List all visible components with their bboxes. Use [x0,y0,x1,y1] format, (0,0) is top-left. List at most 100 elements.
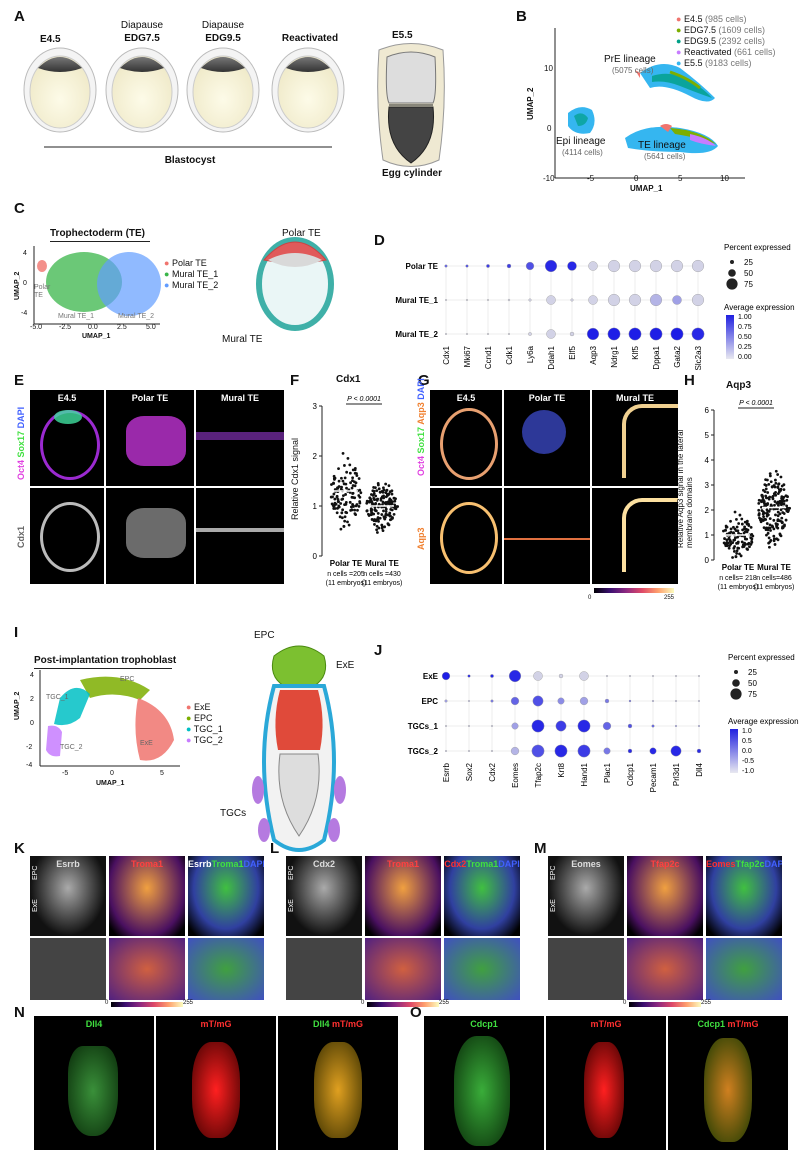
c-cluster-mural2: Mural TE_2 [118,313,155,320]
scatter-point [750,537,754,541]
scatter-pvalue: P < 0.0001 [739,400,773,407]
scatter-point [333,507,337,510]
panel-j-letter: J [374,642,383,659]
o-merge-image: Cdcp1 mT/mG [668,1016,788,1150]
scatter-point [376,531,379,534]
dotplot-dot [445,724,448,727]
scatter-point [780,516,784,520]
scatter-point [744,543,747,546]
m-caption-1: Eomes [571,859,601,869]
scatter-point [768,545,771,549]
g-bottom-polar [504,488,590,584]
dotplot-dot [603,747,611,755]
m-top-image-1: Eomes [548,856,624,936]
scatter-point [728,540,732,543]
scatter-point [394,505,398,508]
dotplot-dot [698,674,701,677]
g-top-mural: Mural TE [592,390,678,486]
scatter-point [385,488,389,492]
scatter-point [372,496,376,500]
scatter-point [374,501,378,505]
dotplot-dot [490,724,493,727]
scatter-point [745,530,749,534]
i-cluster-exe: ExE [140,740,153,747]
e-bottom-e45 [30,488,104,584]
scatter-point [766,491,770,494]
scatter-point [776,514,780,518]
panel-k-letter: K [14,840,25,857]
scatter-pvalue: P < 0.0001 [347,396,381,403]
scatter-point [774,481,778,485]
size-legend-title: Percent expressed [724,243,791,252]
scatter-point [767,536,771,540]
l-top-image-3: Cdx2Troma1DAPI [444,856,520,936]
dotplot-dot [627,748,633,754]
scatter-point [765,512,769,516]
scatter-point [375,524,379,528]
i-ytick: -4 [26,762,33,769]
l-top-image-1: Cdx2 [286,856,362,936]
post-implantation-diagram [252,645,346,852]
scatter-point [353,484,357,488]
scatter-point [724,529,727,532]
color-legend-title: Average expression [728,717,799,726]
panel-d-dotplot: Polar TE Mural TE_1 Mural TE_2 Cdx1 Mki67 Ccn… [395,243,795,370]
scatter-point [733,538,737,542]
scatter-point [340,516,344,520]
scatter-point [764,478,768,482]
dotplot-dot [441,671,451,681]
scatter-point [768,474,772,478]
dotplot-dot [486,299,489,302]
scatter-point [381,503,384,506]
panel-h-letter: H [684,372,695,389]
scatter-point [748,545,751,549]
panel-c-umap [33,246,161,325]
size-legend-dot [734,670,738,674]
dotplot-dot [627,723,633,729]
c-xtick: 5.0 [146,324,156,331]
o-cdcp1-image: Cdcp1 [424,1016,544,1150]
scatter-point [782,499,786,503]
scatter-point [739,554,743,558]
dotplot-dot [525,261,535,271]
panel-i-umap [39,670,180,767]
blastocyst-drawings [23,43,445,167]
k-top-image-1: Esrrb [30,856,106,936]
c-diagram-polar: Polar TE [282,228,321,239]
dotplot-dot [531,744,545,758]
dotplot-row-label: Mural TE_2 [395,330,438,339]
dotplot-dot [628,674,631,677]
scatter-group-embryos: (11 embryos) [326,580,367,587]
scatter-point [784,518,788,522]
dotplot-dot [507,298,511,302]
scatter-point [386,522,390,526]
g-top-e45: E4.5 [430,390,502,486]
scatter-point [727,546,731,550]
scatter-point [392,512,396,516]
scatter-point [737,531,740,535]
dotplot-dot [577,719,591,733]
scatter-point [332,482,335,485]
scatter-point [350,486,354,490]
scatter-point [346,457,350,460]
scatter-point [757,501,761,505]
i-diagram-tgcs: TGCs [220,808,247,819]
dotplot-row-label: EPC [422,697,439,706]
color-legend-title: Average expression [724,303,795,312]
scatter-point [338,515,342,519]
dotplot-dot [649,259,663,273]
scatter-point [778,512,782,516]
l-top-image-2: Troma1 [365,856,441,936]
scatter-point [771,495,774,499]
scatter-point [735,541,738,545]
scatter-point [725,544,729,548]
scatter-point [766,509,770,513]
scatter-point [776,538,780,542]
scatter-point [735,525,739,529]
k-side-label: EPC [32,865,39,880]
dotplot-dot [465,299,468,302]
c-cluster-mural1: Mural TE_1 [58,313,95,320]
b-xtick: -10 [543,174,555,183]
dotplot-gene-label: Cdk1 [505,345,514,364]
dotplot-dot [670,745,682,757]
